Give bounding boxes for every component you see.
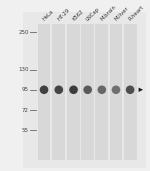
Text: 72: 72	[22, 108, 29, 113]
Ellipse shape	[54, 86, 63, 94]
Text: M.liver: M.liver	[114, 6, 130, 22]
Text: HeLa: HeLa	[42, 9, 55, 22]
Text: LNCap: LNCap	[85, 6, 101, 22]
Text: HT-29: HT-29	[57, 8, 71, 22]
Bar	[67, 24, 80, 160]
Ellipse shape	[83, 86, 92, 94]
Text: K562: K562	[71, 9, 84, 22]
Text: M.brain: M.brain	[100, 4, 117, 22]
Bar	[52, 24, 65, 160]
Text: 130: 130	[18, 67, 29, 72]
Text: R.heart: R.heart	[128, 5, 145, 22]
Bar	[95, 24, 108, 160]
Text: 95: 95	[22, 87, 29, 92]
Bar	[110, 24, 122, 160]
Text: 55: 55	[22, 128, 29, 133]
Ellipse shape	[69, 86, 78, 94]
Text: 250: 250	[18, 30, 29, 35]
Ellipse shape	[98, 86, 106, 94]
Ellipse shape	[40, 86, 48, 94]
Ellipse shape	[112, 86, 120, 94]
Bar	[38, 24, 51, 160]
Ellipse shape	[126, 86, 134, 94]
Bar	[81, 24, 94, 160]
Bar	[124, 24, 137, 160]
